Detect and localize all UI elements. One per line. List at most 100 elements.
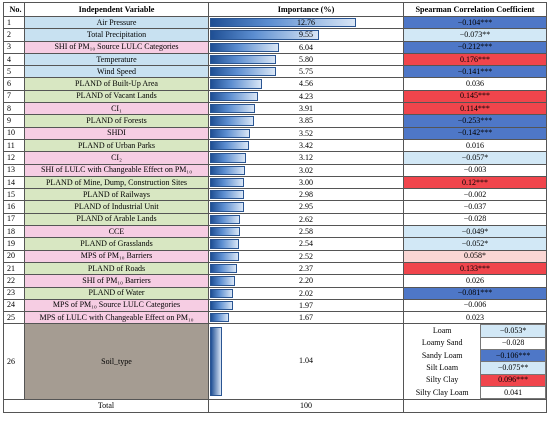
table-row: 25 MPS of LULC with Changeable Effect on … bbox=[3, 311, 547, 325]
table-row: 17 PLAND of Arable Lands 2.62 −0.028 bbox=[3, 212, 547, 227]
table-row: 24 MPS of PM₁₀ Source LULC Categories 1.97… bbox=[3, 298, 547, 313]
importance-value: 12.76 bbox=[297, 18, 315, 27]
spearman-value: −0.052* bbox=[403, 237, 547, 251]
table-row: 11 PLAND of Urban Parks 3.42 0.016 bbox=[3, 138, 547, 153]
variable-name: PLAND of Forests bbox=[24, 114, 209, 128]
variable-name: PLAND of Roads bbox=[24, 261, 209, 276]
row-number: 2 bbox=[3, 28, 25, 42]
row-number: 13 bbox=[3, 163, 25, 177]
variable-name: PLAND of Built-Up Area bbox=[24, 77, 209, 91]
importance-bar bbox=[210, 104, 255, 114]
soil-type-value: −0.028 bbox=[480, 336, 546, 351]
row-number: 23 bbox=[3, 286, 25, 300]
importance-bar bbox=[210, 313, 229, 323]
row-number: 20 bbox=[3, 249, 25, 263]
spearman-value: −0.057* bbox=[403, 151, 547, 165]
row-number: 14 bbox=[3, 175, 25, 190]
total-importance: 100 bbox=[208, 399, 404, 413]
total-label: Total bbox=[3, 399, 209, 413]
variable-name: MPS of PM₁₀ Source LULC Categories bbox=[24, 298, 209, 313]
spearman-value: −0.028 bbox=[403, 212, 547, 227]
importance-value: 2.58 bbox=[299, 227, 313, 237]
spearman-value: −0.002 bbox=[403, 188, 547, 202]
importance-cell: 4.56 bbox=[208, 77, 404, 91]
soil-type-item: Silt Loam −0.075** bbox=[405, 361, 546, 375]
soil-type-value: −0.106*** bbox=[480, 349, 546, 363]
row-number: 10 bbox=[3, 126, 25, 140]
importance-cell: 12.76 bbox=[208, 15, 404, 30]
header-importance: Importance (%) bbox=[208, 2, 404, 17]
row-number: 11 bbox=[3, 138, 25, 153]
importance-bar bbox=[210, 67, 276, 77]
spearman-value: −0.142*** bbox=[403, 126, 547, 140]
spearman-value: −0.037 bbox=[403, 200, 547, 214]
importance-value: 9.55 bbox=[299, 30, 313, 40]
variable-name: Air Pressure bbox=[24, 15, 209, 30]
table-row: 15 PLAND of Railways 2.98 −0.002 bbox=[3, 188, 547, 202]
importance-bar bbox=[210, 227, 240, 237]
table-row: 13 SHI of LULC with Changeable Effect on … bbox=[3, 163, 547, 177]
table-row: 16 PLAND of Industrial Unit 2.95 −0.037 bbox=[3, 200, 547, 214]
variable-name: PLAND of Arable Lands bbox=[24, 212, 209, 227]
table-row: 6 PLAND of Built-Up Area 4.56 0.036 bbox=[3, 77, 547, 91]
variable-name: PLAND of Industrial Unit bbox=[24, 200, 209, 214]
variable-name: Soil_type bbox=[24, 323, 209, 401]
importance-bar bbox=[210, 91, 258, 102]
importance-value: 2.98 bbox=[299, 190, 313, 200]
spearman-value: −0.049* bbox=[403, 225, 547, 239]
spearman-value: 0.145*** bbox=[403, 89, 547, 104]
table-row: 7 PLAND of Vacant Lands 4.23 0.145*** bbox=[3, 89, 547, 104]
row-number: 25 bbox=[3, 311, 25, 325]
table-row: 20 MPS of PM₁₀ Barriers 2.52 0.058* bbox=[3, 249, 547, 263]
row-number: 15 bbox=[3, 188, 25, 202]
importance-value: 4.56 bbox=[299, 79, 313, 89]
importance-value: 3.02 bbox=[299, 165, 313, 175]
table-row: 23 PLAND of Water 2.02 −0.081*** bbox=[3, 286, 547, 300]
spearman-value: 0.058* bbox=[403, 249, 547, 263]
soil-type-table: Loam −0.053* Loamy Sand −0.028 Sandy Loam −0.… bbox=[405, 324, 546, 399]
spearman-value: 0.12*** bbox=[403, 175, 547, 190]
variable-name: MPS of PM₁₀ Barriers bbox=[24, 249, 209, 263]
importance-cell: 2.02 bbox=[208, 286, 404, 300]
importance-cell: 2.62 bbox=[208, 212, 404, 227]
total-row: Total 100 bbox=[3, 399, 547, 413]
spearman-value: −0.104*** bbox=[403, 15, 547, 30]
soil-type-item: Sandy Loam −0.106*** bbox=[405, 349, 546, 363]
importance-table: No. Independent Variable Importance (%) … bbox=[3, 2, 547, 413]
header-row: No. Independent Variable Importance (%) … bbox=[3, 2, 547, 17]
spearman-value: 0.023 bbox=[403, 311, 547, 325]
importance-cell: 2.37 bbox=[208, 261, 404, 276]
spearman-value: 0.176*** bbox=[403, 52, 547, 67]
table-row: 3 SHI of PM₁₀ Source LULC Categories 6.04 −… bbox=[3, 40, 547, 54]
table-row: 22 SHI of PM₁₀ Barriers 2.20 0.026 bbox=[3, 274, 547, 288]
soil-type-name: Silty Clay Loam bbox=[415, 387, 469, 397]
variable-name: CI₂ bbox=[24, 151, 209, 165]
row-number: 19 bbox=[3, 237, 25, 251]
importance-cell: 3.42 bbox=[208, 138, 404, 153]
importance-cell: 9.55 bbox=[208, 28, 404, 42]
importance-cell: 3.85 bbox=[208, 114, 404, 128]
variable-name: PLAND of Urban Parks bbox=[24, 138, 209, 153]
importance-value: 3.52 bbox=[299, 128, 313, 138]
importance-cell: 5.80 bbox=[208, 52, 404, 67]
importance-value: 5.80 bbox=[299, 54, 313, 64]
importance-value: 3.00 bbox=[299, 177, 313, 187]
importance-cell: 2.54 bbox=[208, 237, 404, 251]
importance-cell: 2.98 bbox=[208, 188, 404, 202]
importance-value: 3.85 bbox=[299, 116, 313, 126]
soil-type-value: −0.075** bbox=[480, 361, 546, 375]
importance-value: 2.62 bbox=[299, 214, 313, 224]
spearman-value: −0.073** bbox=[403, 28, 547, 42]
variable-name: Temperature bbox=[24, 52, 209, 67]
importance-cell: 3.02 bbox=[208, 163, 404, 177]
importance-value: 3.42 bbox=[299, 140, 313, 150]
row-number: 24 bbox=[3, 298, 25, 313]
spearman-value: −0.212*** bbox=[403, 40, 547, 54]
row-number: 3 bbox=[3, 40, 25, 54]
importance-cell: 2.52 bbox=[208, 249, 404, 263]
row-number: 21 bbox=[3, 261, 25, 276]
variable-name: Total Precipitation bbox=[24, 28, 209, 42]
variable-name: SHI of PM₁₀ Source LULC Categories bbox=[24, 40, 209, 54]
table-row: 18 CCE 2.58 −0.049* bbox=[3, 225, 547, 239]
row-number: 22 bbox=[3, 274, 25, 288]
